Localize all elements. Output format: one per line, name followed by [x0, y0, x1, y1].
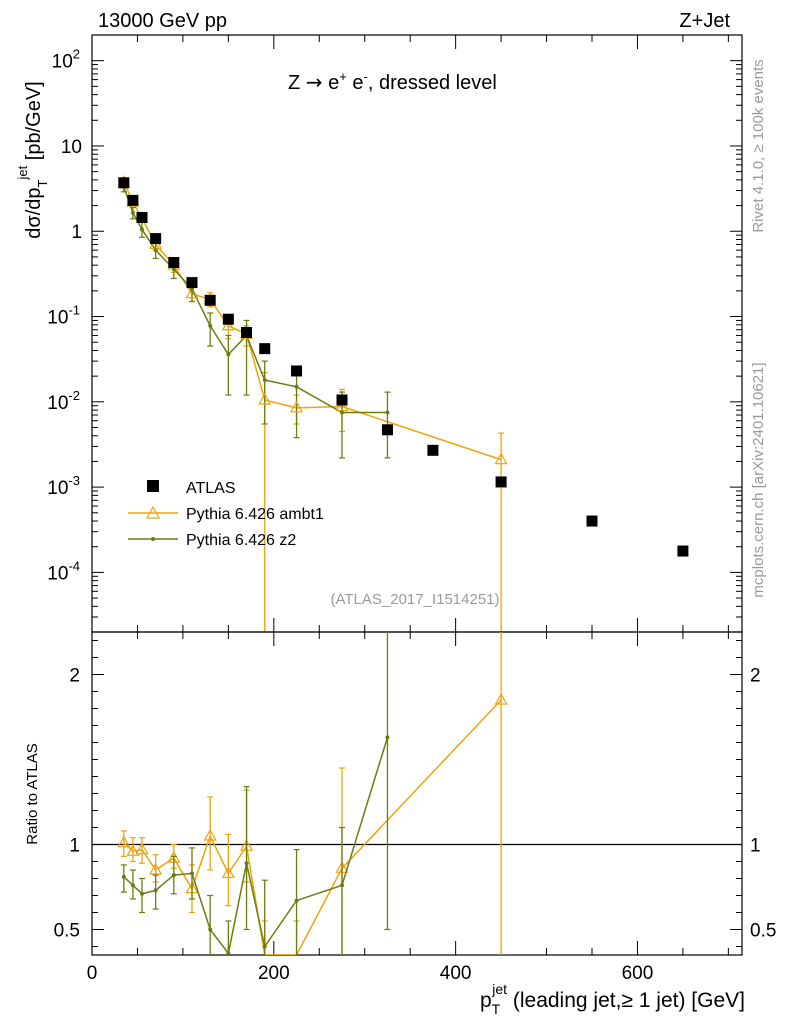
ratio-point-z2	[244, 861, 249, 866]
data-point-z2	[140, 227, 144, 232]
data-point-z2	[294, 384, 299, 389]
data-point-z2	[262, 378, 267, 383]
data-point-atlas	[586, 515, 598, 527]
x-tick-label: 0	[87, 963, 98, 984]
ratio-axes: 0.5 0.5 1 1 2 2 0 200 400 600	[54, 632, 776, 984]
main-axes: 1 10 102 10-4 10-3 10-2 10-1	[47, 34, 742, 633]
ratio-y-tick-label: 1	[69, 836, 80, 857]
main-points	[117, 175, 689, 557]
data-point-atlas	[168, 257, 180, 269]
main-y-tick-label: 1	[71, 222, 82, 243]
ratio-point-z2	[190, 871, 194, 876]
legend-marker-ambt1	[145, 505, 161, 519]
data-point-atlas	[291, 365, 303, 377]
legend-label-ambt1: Pythia 6.426 ambt1	[186, 506, 324, 523]
ratio-y-tick-label: 0.5	[54, 921, 80, 942]
ratio-y-axis-label: Ratio to ATLAS	[24, 743, 41, 844]
series-line-2	[123, 186, 388, 414]
process-label: Z+Jet	[679, 10, 730, 32]
data-point-ambt1	[290, 400, 304, 413]
data-point-atlas	[241, 326, 253, 338]
data-point-atlas	[677, 545, 689, 557]
data-point-atlas	[186, 277, 198, 289]
ratio-y-tick-label: 2	[69, 666, 80, 687]
data-point-z2	[153, 248, 158, 253]
main-y-tick-label: 10-3	[47, 473, 80, 499]
ratio-point-z2	[140, 891, 144, 896]
ratio-point-z2	[385, 735, 390, 740]
mcplots-label: mcplots.cern.ch [arXiv:2401.10621]	[750, 362, 767, 597]
ratio-line-1	[123, 737, 389, 955]
data-point-ambt1	[258, 392, 272, 405]
data-point-z2	[130, 210, 135, 215]
ratio-frame	[91, 631, 743, 956]
ratio-point-z2	[262, 944, 267, 949]
ratio-point-z2	[130, 883, 135, 888]
main-panel: 1 10 102 10-4 10-3 10-2 10-1 Z → e+ e-, dresse…	[15, 34, 743, 633]
ratio-point-z2	[294, 898, 299, 903]
analysis-id: (ATLAS_2017_I1514251)	[330, 591, 499, 608]
ratio-point-ambt1	[126, 844, 140, 856]
x-tick-label: 200	[258, 963, 290, 984]
legend: ATLAS Pythia 6.426 ambt1 Pythia 6.426 z2	[128, 480, 324, 549]
data-point-atlas	[427, 444, 439, 456]
legend-marker-z2	[151, 537, 155, 541]
ratio-point-ambt1	[149, 862, 163, 875]
main-y-tick-label: 102	[52, 47, 80, 73]
data-point-atlas	[495, 476, 507, 488]
legend-marker-atlas	[147, 480, 159, 492]
ratio-panel: 0.5 0.5 1 1 2 2 0 200 400 600 Ratio to ATLAS	[24, 631, 776, 984]
data-point-atlas	[136, 211, 148, 223]
main-y-tick-label: 10-1	[47, 303, 80, 329]
chart-title: Z → e+ e-, dressed level	[288, 69, 497, 94]
energy-label: 13000 GeV pp	[98, 10, 227, 32]
ratio-line-0	[123, 699, 502, 955]
main-lines	[120, 178, 505, 632]
rivet-version-label: Rivet 4.1.0, ≥ 100k events	[750, 59, 767, 232]
data-point-atlas	[150, 233, 162, 245]
data-point-atlas	[204, 294, 216, 306]
series-line-1	[123, 181, 502, 461]
data-point-ambt1	[494, 452, 508, 465]
ratio-point-z2	[153, 888, 158, 893]
legend-label-atlas: ATLAS	[186, 480, 236, 497]
data-point-z2	[226, 352, 231, 357]
ratio-point-z2	[226, 951, 231, 955]
ratio-point-ambt1	[203, 828, 217, 841]
data-point-z2	[208, 323, 213, 328]
ratio-lines	[117, 632, 508, 955]
data-point-atlas	[127, 194, 139, 206]
ratio-series	[117, 632, 508, 955]
x-tick-label: 400	[440, 963, 472, 984]
legend-label-z2: Pythia 6.426 z2	[186, 532, 296, 549]
data-point-ambt1	[221, 318, 235, 331]
main-y-tick-label: 10-2	[47, 388, 80, 414]
data-point-atlas	[381, 424, 393, 436]
data-point-z2	[385, 410, 390, 415]
main-y-tick-label: 10	[61, 137, 82, 158]
ratio-point-ambt1	[221, 866, 235, 879]
ratio-point-ambt1	[494, 692, 508, 705]
x-axis-label: pTjet (leading jet,≥ 1 jet) [GeV]	[480, 981, 745, 1017]
ratio-y-tick-label-right: 2	[750, 666, 761, 687]
data-point-ambt1	[185, 286, 199, 299]
ratio-point-ambt1	[135, 842, 149, 855]
ratio-y-tick-label-right: 0.5	[750, 921, 776, 942]
main-y-tick-label: 10-4	[47, 558, 80, 584]
data-point-atlas	[259, 343, 271, 355]
ratio-point-z2	[171, 873, 176, 878]
data-point-z2	[340, 410, 344, 415]
data-point-atlas	[336, 394, 348, 406]
ratio-point-z2	[340, 883, 344, 888]
data-point-atlas	[118, 177, 130, 189]
x-tick-label: 600	[622, 963, 654, 984]
ratio-point-ambt1	[117, 835, 131, 848]
data-point-z2	[171, 267, 176, 272]
data-point-atlas	[222, 313, 234, 325]
ratio-point-z2	[208, 927, 213, 932]
main-y-axis-label: dσ/dpTjet [pb/GeV]	[15, 81, 50, 238]
ratio-point-z2	[121, 874, 126, 879]
ratio-y-tick-label-right: 1	[750, 836, 761, 857]
